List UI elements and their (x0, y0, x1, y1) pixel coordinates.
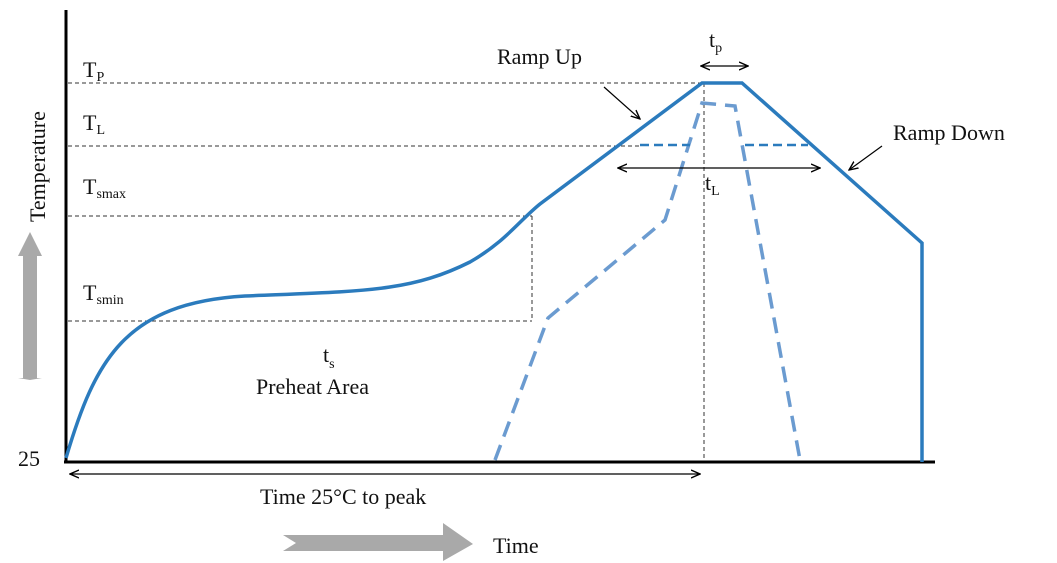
reflow-profile-curve (64, 81, 924, 462)
tl-level-label: TL (83, 110, 105, 138)
tl-duration-label: tL (705, 170, 720, 199)
time-right-arrow-icon (283, 523, 473, 561)
temperature-up-arrow-icon (18, 232, 42, 380)
origin-value-label: 25 (18, 446, 40, 471)
tsmin-level-label: Tsmin (83, 280, 124, 308)
tp-duration-label: tp (709, 27, 722, 56)
lower-limit-profile (493, 101, 802, 461)
ramp-down-pointer (849, 145, 883, 170)
ramp-up-pointer (603, 86, 640, 119)
tsmax-level-label: Tsmax (83, 174, 126, 202)
axes (64, 10, 935, 464)
preheat-area-label: Preheat Area (256, 374, 369, 399)
ramp-down-label: Ramp Down (893, 120, 1005, 145)
y-axis-label: Temperature (25, 111, 50, 222)
level-guides (68, 82, 705, 462)
x-axis-label: Time (493, 533, 539, 558)
tp-level-label: TP (83, 57, 104, 85)
ramp-up-label: Ramp Up (497, 44, 582, 69)
time-to-peak-label: Time 25°C to peak (260, 484, 426, 509)
ts-label: ts (323, 342, 335, 372)
